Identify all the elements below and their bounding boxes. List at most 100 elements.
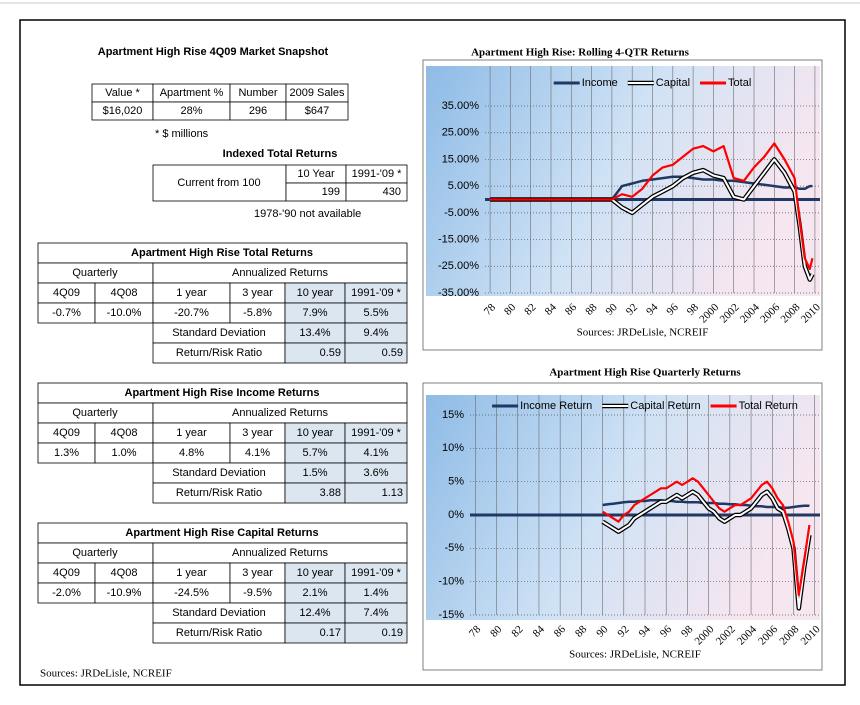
cell-text: -9.5% (243, 587, 272, 599)
cell-text: 10 Year (297, 168, 335, 180)
cell-text: Value * (105, 87, 140, 99)
cell-text: 7.9% (302, 307, 327, 319)
cell-text: 1 year (176, 427, 207, 439)
cell-text: 1991-'09 * (351, 567, 402, 579)
cell-text: Quarterly (72, 547, 118, 559)
y-tick-label: -15% (438, 609, 464, 621)
cell-text: 4Q08 (111, 567, 138, 579)
cell-text: 2.1% (302, 587, 327, 599)
cell-text: 28% (180, 105, 202, 117)
y-tick-label: 15% (442, 409, 464, 421)
y-tick-label: -10% (438, 576, 464, 588)
cell-text: Apartment High Rise Capital Returns (125, 527, 318, 539)
cell-text: 1.5% (302, 467, 327, 479)
cell-text: 4Q09 (53, 287, 80, 299)
cell-text: 3.6% (363, 467, 388, 479)
cell-text: 0.19 (382, 627, 403, 639)
legend: Income Capital Total (553, 77, 751, 89)
cell-text: -10.9% (107, 587, 142, 599)
cell-text: 3 year (242, 427, 273, 439)
cell-text: 296 (249, 105, 267, 117)
y-tick-label: -5% (444, 542, 464, 554)
cell-text: 1.3% (54, 447, 79, 459)
series-line (490, 142, 814, 271)
cell-text: 4Q08 (111, 287, 138, 299)
y-tick-label: 5.00% (448, 180, 479, 192)
cell-text: 1 year (176, 567, 207, 579)
cell-text: -5.8% (243, 307, 272, 319)
cell-text: Annualized Returns (232, 407, 329, 419)
cell-text: 4Q09 (53, 427, 80, 439)
cell-text: Quarterly (72, 407, 118, 419)
cell-text: 3 year (242, 567, 273, 579)
report-border (19, 19, 846, 686)
table-title: Apartment High Rise 4Q09 Market Snapshot (98, 46, 329, 58)
cell-text: 4.8% (179, 447, 204, 459)
cell-text: 3 year (242, 287, 273, 299)
cell-text: 5.5% (363, 307, 388, 319)
table-note: 1978-'90 not available (254, 208, 361, 220)
cell-text: 430 (383, 186, 401, 198)
cell-text: 1991-'09 * (351, 287, 402, 299)
cell-text: 10 year (297, 427, 334, 439)
cell-text: 10 year (297, 287, 334, 299)
cell-text: $647 (305, 105, 329, 117)
y-tick-label: 25.00% (442, 127, 480, 139)
chart-title: Apartment High Rise Quarterly Returns (549, 367, 741, 379)
table-cell (285, 101, 349, 121)
y-tick-label: -25.00% (438, 260, 479, 272)
cell-text: Standard Deviation (172, 607, 266, 619)
series-line (490, 158, 814, 281)
cell-text: Annualized Returns (232, 547, 329, 559)
y-tick-label: 0% (448, 509, 464, 521)
cell-text: 5.7% (302, 447, 327, 459)
legend-label: Total (728, 77, 751, 89)
cell-text: 1.13 (382, 487, 403, 499)
y-tick-label: -35.00% (438, 287, 479, 299)
cell-text: 7.4% (363, 607, 388, 619)
cell-text: -2.0% (52, 587, 81, 599)
cell-text: -20.7% (174, 307, 209, 319)
cell-text: 2009 Sales (289, 87, 345, 99)
y-tick-label: 35.00% (442, 100, 480, 112)
cell-text: 3.88 (320, 487, 341, 499)
table-cell (345, 182, 408, 202)
legend-label: Capital (656, 77, 690, 89)
cell-text: 0.59 (382, 347, 403, 359)
cell-text: 0.59 (320, 347, 341, 359)
cell-text: Quarterly (72, 267, 118, 279)
cell-text: 4.1% (363, 447, 388, 459)
cell-text: 1991-'09 * (352, 168, 403, 180)
cell-text: Return/Risk Ratio (176, 487, 262, 499)
cell-text: 1.0% (111, 447, 136, 459)
table-cell (344, 622, 408, 644)
cell-text: 1 year (176, 287, 207, 299)
cell-text: 10 year (297, 567, 334, 579)
cell-text: 199 (322, 186, 340, 198)
table-cell (344, 482, 408, 504)
cell-text: Return/Risk Ratio (176, 627, 262, 639)
chart-sources: Sources: JRDeLisle, NCREIF (569, 649, 701, 661)
cell-text: -0.7% (52, 307, 81, 319)
cell-text: Standard Deviation (172, 467, 266, 479)
cell-text: 4Q08 (111, 427, 138, 439)
table-title: Indexed Total Returns (223, 148, 338, 160)
legend-label: Capital Return (630, 400, 700, 412)
table-cell (152, 164, 287, 202)
cell-text: Apartment % (160, 87, 224, 99)
legend: Income Return Capital Return Total Return (492, 400, 798, 412)
series-line (602, 477, 811, 597)
legend-label: Income (582, 77, 618, 89)
cell-text: Apartment High Rise Total Returns (131, 247, 313, 259)
series-line (602, 490, 811, 610)
cell-text: 4Q09 (53, 567, 80, 579)
cell-text: 4.1% (245, 447, 270, 459)
legend-label: Income Return (520, 400, 592, 412)
cell-text: 13.4% (299, 327, 330, 339)
y-tick-label: -15.00% (438, 233, 479, 245)
cell-text: -24.5% (174, 587, 209, 599)
cell-text: Standard Deviation (172, 327, 266, 339)
sources: Sources: JRDeLisle, NCREIF (40, 668, 172, 680)
cell-text: 1.4% (363, 587, 388, 599)
